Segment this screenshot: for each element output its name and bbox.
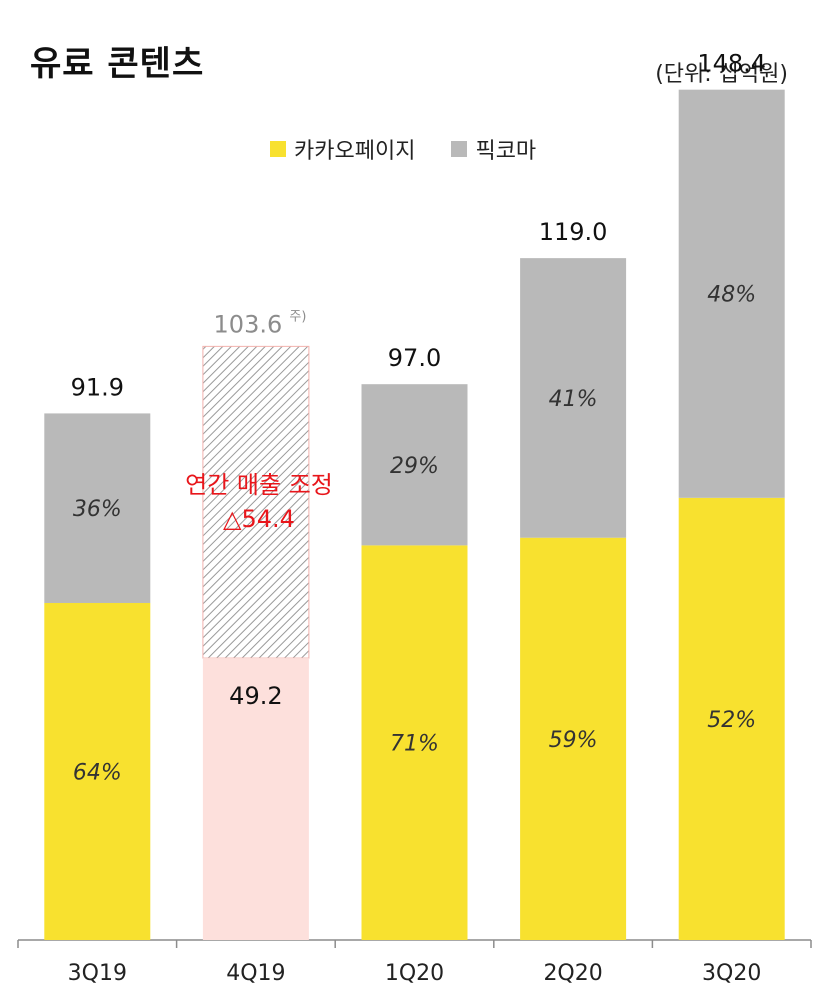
x-tick-label: 1Q20 [385,961,444,986]
footnote-marker: 주) [289,309,306,324]
share-label-kakaopage: 59% [549,728,598,753]
adjustment-note: 연간 매출 조정 △54.4 [170,468,348,536]
bar-segment-piccoma [520,258,627,538]
x-tick-label: 3Q19 [68,961,127,986]
share-label-piccoma: 36% [73,497,122,522]
bar-segment-piccoma [44,413,151,603]
chart-title: 유료 콘텐츠 [30,44,205,84]
share-label-piccoma: 48% [707,283,756,308]
legend-item-piccoma: 픽코마 [451,133,536,165]
share-label-piccoma: 29% [390,454,439,479]
pre-adjustment-label: 103.6 [214,310,283,338]
x-tick-label: 4Q19 [226,961,285,986]
x-tick-label: 2Q20 [543,961,602,986]
bar-total-label: 97.0 [388,344,441,372]
bar-total-label: 148.4 [697,50,766,78]
bar-total-label: 91.9 [71,373,124,401]
bar-segment-piccoma [678,89,785,498]
legend-label-kakaopage: 카카오페이지 [294,139,416,164]
share-label-piccoma: 41% [549,387,598,412]
legend-label-piccoma: 픽코마 [475,139,537,164]
legend-swatch-piccoma [451,141,468,157]
legend-swatch-kakaopage [270,141,286,157]
adjustment-note-line1: 연간 매출 조정 [185,471,333,499]
bar-segment-kakaopage [361,545,468,940]
legend: 카카오페이지 픽코마 [270,133,572,165]
bar-segment-kakaopage [520,537,627,940]
adjustment-note-line2: △54.4 [223,505,295,533]
legend-item-kakaopage: 카카오페이지 [270,133,415,165]
bar-adjusted-revenue [202,658,309,940]
x-tick-label: 3Q20 [702,961,761,986]
bar-hatched-adjustment [202,345,310,659]
bar-total-label: 119.0 [539,218,608,246]
bar-segment-kakaopage [44,602,151,940]
share-label-kakaopage: 64% [73,760,122,785]
bar-segment-piccoma [361,384,468,546]
unit-label: (단위: 십억원) [655,62,788,87]
share-label-kakaopage: 71% [390,732,439,757]
bar-segment-kakaopage [678,497,785,940]
share-label-kakaopage: 52% [707,708,756,733]
bar-total-label: 49.2 [229,682,282,710]
